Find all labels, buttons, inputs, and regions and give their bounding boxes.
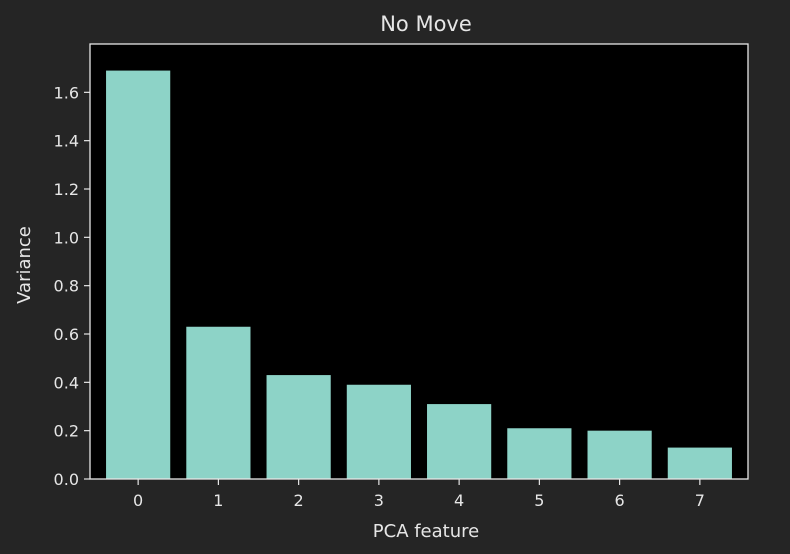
bar-1 bbox=[186, 326, 251, 479]
y-tick-label: 0.4 bbox=[54, 373, 79, 392]
x-tick-label: 1 bbox=[213, 491, 223, 510]
bar-0 bbox=[106, 70, 171, 479]
bar-3 bbox=[346, 384, 411, 479]
y-tick-label: 1.2 bbox=[54, 180, 79, 199]
x-tick-label: 5 bbox=[534, 491, 544, 510]
bar-6 bbox=[587, 430, 652, 479]
x-ticks-group: 0 1 2 3 4 5 6 7 bbox=[133, 479, 705, 510]
x-axis-label: PCA feature bbox=[373, 521, 479, 542]
y-tick-label: 1.4 bbox=[54, 132, 79, 151]
plot-frame bbox=[89, 43, 749, 480]
bar-5 bbox=[507, 428, 572, 479]
y-axis-label: Variance bbox=[14, 226, 35, 304]
y-tick-label: 0.0 bbox=[54, 470, 79, 489]
y-tick-label: 1.0 bbox=[54, 228, 79, 247]
x-tick-label: 3 bbox=[374, 491, 384, 510]
bar-2 bbox=[266, 375, 331, 479]
y-tick-label: 0.8 bbox=[54, 277, 79, 296]
x-tick-label: 4 bbox=[454, 491, 464, 510]
y-ticks-group: 0.0 0.2 0.4 0.6 0.8 1.0 1.2 1.4 1.6 bbox=[54, 83, 90, 489]
y-tick-label: 0.2 bbox=[54, 422, 79, 441]
y-tick-label: 0.6 bbox=[54, 325, 79, 344]
x-tick-label: 2 bbox=[294, 491, 304, 510]
bar-4 bbox=[427, 404, 492, 479]
y-tick-label: 1.6 bbox=[54, 83, 79, 102]
chart-title: No Move bbox=[380, 12, 472, 36]
x-tick-label: 7 bbox=[695, 491, 705, 510]
x-tick-label: 6 bbox=[615, 491, 625, 510]
x-tick-label: 0 bbox=[133, 491, 143, 510]
bars-group bbox=[106, 70, 732, 479]
bar-7 bbox=[667, 447, 732, 479]
